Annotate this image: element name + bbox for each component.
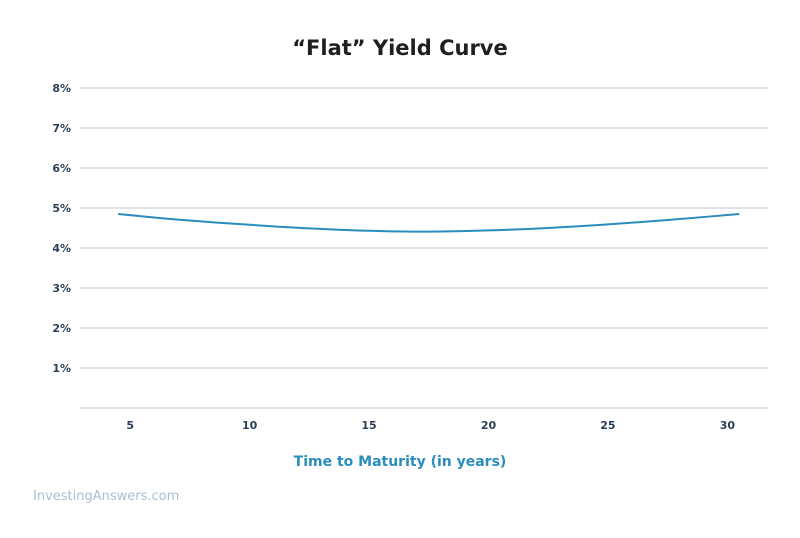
x-tick-label: 25	[600, 419, 615, 432]
yield-curve-line	[118, 213, 740, 233]
x-tick-label: 10	[242, 419, 258, 432]
y-tick-label: 1%	[52, 362, 71, 375]
y-tick-label: 6%	[52, 162, 71, 175]
x-tick-label: 15	[361, 419, 376, 432]
x-tick-label: 5	[126, 419, 134, 432]
y-tick-label: 7%	[52, 122, 71, 135]
y-tick-label: 3%	[52, 282, 71, 295]
y-axis-ticks: 1% 2% 3% 4% 5% 6% 7% 8%	[52, 82, 71, 375]
x-axis-ticks: 5 10 15 20 25 30	[126, 419, 735, 432]
x-tick-label: 20	[481, 419, 497, 432]
x-tick-label: 30	[720, 419, 736, 432]
x-axis-label: Time to Maturity (in years)	[294, 454, 507, 470]
y-tick-label: 8%	[52, 82, 71, 95]
y-tick-label: 4%	[52, 242, 71, 255]
chart-title: “Flat” Yield Curve	[292, 36, 508, 60]
gridlines	[80, 87, 768, 409]
series-layer	[118, 213, 740, 233]
y-tick-label: 2%	[52, 322, 71, 335]
watermark-logo: InvestingAnswers.com	[33, 489, 179, 504]
y-tick-label: 5%	[52, 202, 71, 215]
